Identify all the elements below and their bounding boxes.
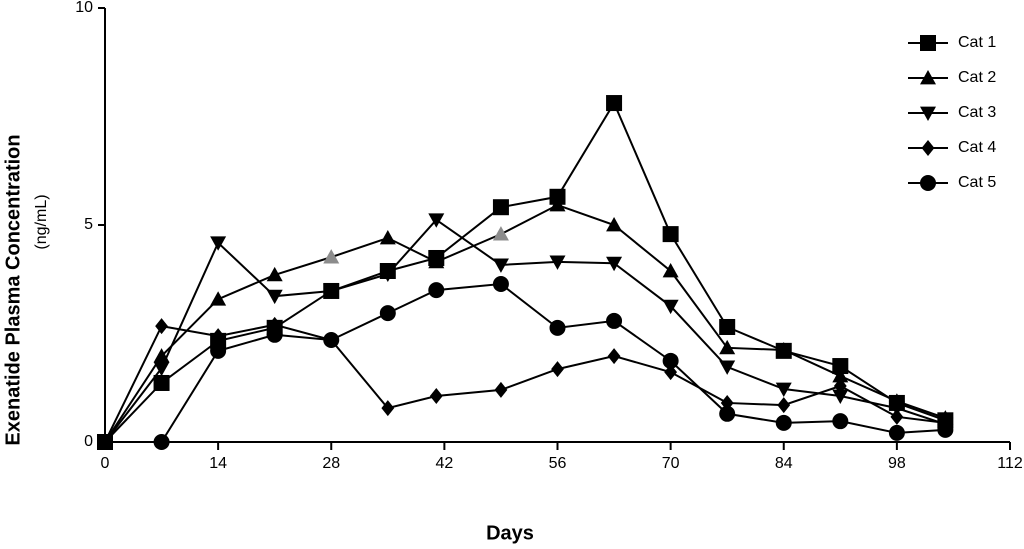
marker [494, 381, 508, 398]
marker [719, 318, 736, 335]
series-line [105, 282, 946, 443]
x-tick-label: 98 [888, 455, 906, 472]
legend-label: Cat 3 [958, 104, 996, 121]
marker [155, 318, 168, 335]
y-tick-label: 10 [75, 0, 93, 16]
marker [832, 358, 849, 375]
marker [607, 348, 621, 365]
marker [777, 397, 791, 414]
marker [266, 266, 283, 282]
series-line [104, 323, 946, 443]
x-tick-label: 42 [435, 455, 453, 472]
marker [153, 374, 170, 391]
marker [492, 226, 509, 241]
marker [549, 255, 566, 270]
marker [153, 348, 170, 363]
legend-marker [920, 35, 936, 51]
marker [775, 414, 792, 431]
y-axis-unit: (ng/mL) [33, 194, 50, 249]
marker [492, 199, 509, 216]
marker [266, 289, 283, 305]
marker [662, 226, 679, 243]
legend-label: Cat 2 [958, 69, 996, 86]
marker [153, 361, 170, 377]
marker [606, 312, 623, 329]
series-line [104, 218, 946, 443]
marker [606, 217, 623, 232]
marker [379, 305, 396, 322]
x-axis-title: Days [486, 522, 534, 544]
marker [549, 188, 566, 205]
marker [379, 230, 396, 245]
marker [268, 316, 282, 333]
legend-label: Cat 5 [958, 174, 996, 191]
marker [323, 249, 340, 264]
marker [833, 378, 847, 395]
x-tick-label: 70 [662, 455, 680, 472]
marker [549, 319, 566, 336]
marker [97, 434, 113, 450]
marker [937, 421, 954, 438]
x-tick-label: 84 [775, 455, 793, 472]
marker [832, 368, 849, 383]
marker [888, 424, 905, 441]
marker [210, 236, 227, 251]
marker [210, 291, 227, 306]
y-tick-label: 0 [84, 433, 93, 450]
marker [606, 95, 623, 112]
series-line [104, 203, 946, 443]
marker [323, 284, 340, 299]
legend-label: Cat 1 [958, 34, 996, 51]
marker [549, 197, 566, 212]
marker [492, 276, 509, 293]
marker [429, 387, 443, 404]
legend-marker [920, 175, 936, 191]
y-tick-label: 5 [84, 216, 93, 233]
legend-marker [920, 106, 936, 121]
marker [492, 258, 509, 273]
marker [551, 361, 564, 378]
marker [428, 282, 445, 299]
marker [832, 389, 849, 404]
x-tick-label: 28 [322, 455, 340, 472]
y-axis-title: Exenatide Plasma Concentration [2, 134, 24, 445]
marker [832, 413, 849, 430]
marker [719, 360, 736, 375]
marker [662, 299, 679, 315]
marker [379, 267, 396, 283]
marker [890, 408, 904, 425]
marker [719, 405, 736, 422]
x-tick-label: 112 [997, 455, 1023, 472]
marker [775, 382, 792, 398]
marker [428, 213, 445, 228]
legend-label: Cat 4 [958, 139, 996, 156]
marker [775, 341, 792, 357]
x-tick-label: 14 [209, 455, 227, 472]
x-tick-label: 0 [101, 455, 110, 472]
marker [428, 253, 445, 269]
series-line [104, 100, 946, 443]
legend-marker [920, 70, 936, 85]
marker [210, 342, 227, 359]
marker [266, 326, 283, 343]
marker [662, 352, 679, 369]
x-tick-label: 56 [549, 455, 567, 472]
marker [719, 339, 736, 355]
marker [606, 256, 623, 272]
marker [381, 400, 395, 417]
marker [211, 328, 225, 345]
marker [323, 332, 340, 349]
marker [153, 434, 170, 450]
legend-marker [921, 140, 935, 156]
marker [662, 263, 679, 278]
